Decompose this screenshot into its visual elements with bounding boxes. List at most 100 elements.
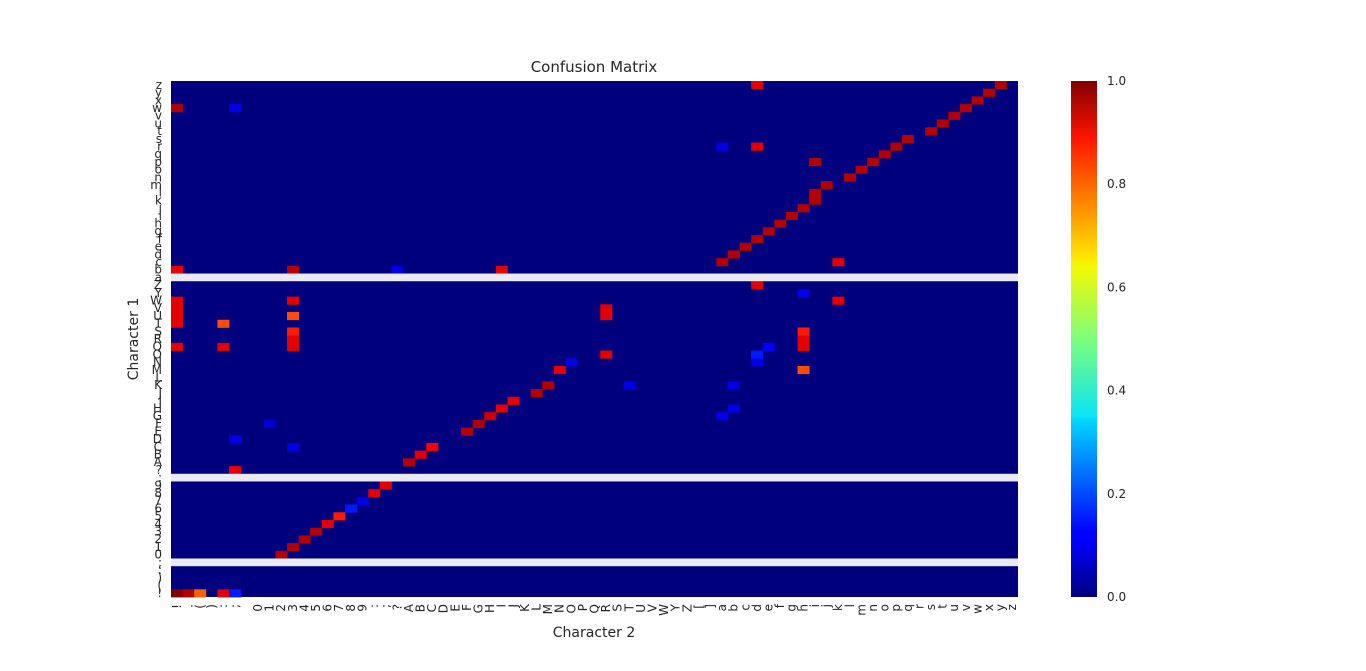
x-tick-label: ?	[390, 604, 404, 610]
x-tick-label: i	[808, 604, 822, 607]
heatmap-cell	[785, 211, 798, 221]
heatmap-gap-row	[171, 273, 1018, 282]
x-tick-label: l	[843, 604, 857, 607]
heatmap-gap-row	[171, 558, 1018, 567]
heatmap-cell	[901, 134, 914, 144]
x-axis-ticks: !.():; 0123456789:;?ABCDEFGHIJKLMNOPQRST…	[170, 603, 1019, 616]
y-tick-label: V	[154, 301, 163, 315]
heatmap-cell	[287, 327, 300, 336]
heatmap-cell	[182, 589, 195, 598]
y-tick-label: :	[158, 563, 162, 577]
y-tick-label: 7	[154, 494, 162, 508]
x-tick-label: O	[564, 604, 578, 613]
x-tick-label: .	[181, 604, 195, 608]
y-tick-label: !	[157, 586, 162, 600]
heatmap-cell	[600, 304, 613, 313]
heatmap-cell	[495, 404, 508, 413]
y-tick-label: p	[154, 155, 162, 169]
heatmap-cell	[368, 489, 381, 498]
y-tick-label: s	[156, 132, 162, 146]
heatmap-cell	[217, 589, 230, 598]
colorbar-tick-label: 1.0	[1107, 74, 1126, 88]
x-axis-label: Character 2	[553, 625, 635, 641]
x-tick-label: e	[762, 604, 776, 611]
x-tick-label: g	[785, 604, 799, 612]
heatmap-cell	[762, 227, 775, 236]
heatmap-cell	[171, 342, 183, 351]
heatmap-cell	[797, 365, 810, 375]
heatmap-cell	[983, 88, 996, 97]
x-tick-label: 2	[274, 604, 288, 612]
y-tick-label: b	[154, 263, 162, 277]
y-tick-label: 1	[154, 540, 162, 554]
y-tick-label: A	[154, 455, 163, 469]
y-tick-label: h	[154, 217, 162, 231]
heatmap-cell	[959, 104, 972, 113]
heatmap-cell	[751, 81, 764, 90]
heatmap-cell	[217, 342, 230, 351]
heatmap-cell	[171, 265, 183, 274]
heatmap-cell	[727, 381, 740, 390]
x-tick-label: p	[889, 604, 903, 612]
heatmap-cell	[275, 550, 288, 559]
x-tick-label: D	[437, 604, 451, 613]
x-tick-label: H	[483, 604, 497, 613]
y-tick-label: M	[152, 363, 162, 377]
heatmap-cell	[739, 242, 752, 251]
x-tick-label: R	[599, 604, 613, 612]
heatmap-cell	[565, 358, 578, 367]
y-tick-label: w	[152, 101, 162, 115]
x-tick-label: x	[982, 604, 996, 611]
x-tick-label: B	[414, 604, 428, 612]
y-tick-label: 9	[154, 478, 162, 492]
heatmap-cell	[530, 389, 543, 398]
x-tick-label: W	[657, 604, 671, 616]
x-tick-label: )	[205, 604, 219, 609]
x-tick-label: J	[506, 604, 520, 609]
heatmap-cell	[797, 288, 810, 298]
heatmap-cell	[820, 181, 833, 190]
x-tick-label: L	[530, 604, 544, 611]
colorbar-tick-label: 0.0	[1107, 590, 1126, 604]
heatmap-cell	[867, 158, 880, 167]
heatmap-cell	[809, 158, 822, 167]
heatmap-cell	[774, 219, 787, 228]
heatmap-cell	[751, 142, 764, 151]
y-tick-label: S	[154, 324, 162, 338]
heatmap-cell	[832, 258, 845, 267]
x-tick-label: G	[472, 604, 486, 613]
x-tick-label: u	[947, 604, 961, 612]
x-tick-label: Y	[669, 603, 683, 612]
heatmap-cell	[727, 404, 740, 413]
heatmap-cell	[333, 512, 346, 521]
y-tick-label: z	[156, 78, 162, 92]
y-tick-label: B	[154, 448, 162, 462]
x-tick-label: ;	[228, 604, 242, 608]
y-tick-label: D	[153, 432, 162, 446]
x-tick-label: M	[541, 604, 555, 614]
colorbar-ticks: 0.0 0.2 0.4 0.6 0.8 1.0	[1107, 74, 1126, 604]
heatmap-cell	[287, 312, 300, 321]
heatmap-cell	[751, 235, 764, 244]
x-tick-label: 5	[309, 604, 323, 612]
heatmap-cell	[797, 204, 810, 213]
x-tick-label: Q	[588, 604, 602, 613]
heatmap-cell	[809, 196, 822, 205]
x-tick-label: h	[796, 604, 810, 612]
y-tick-label: v	[155, 109, 162, 123]
heatmap-cell	[797, 327, 810, 336]
y-tick-label: r	[157, 140, 162, 154]
heatmap-cell	[229, 104, 242, 113]
heatmap-cell	[878, 150, 891, 159]
heatmap-cell	[171, 312, 183, 321]
y-tick-label: k	[155, 193, 162, 207]
heatmap-cell	[948, 111, 961, 120]
x-tick-label: c	[738, 604, 752, 611]
y-tick-label: i	[159, 209, 162, 223]
x-tick-label: d	[750, 604, 764, 612]
x-tick-label: m	[854, 604, 868, 616]
y-tick-label: O	[153, 347, 162, 361]
x-tick-label: U	[634, 604, 648, 613]
x-tick-label: P	[576, 604, 590, 611]
